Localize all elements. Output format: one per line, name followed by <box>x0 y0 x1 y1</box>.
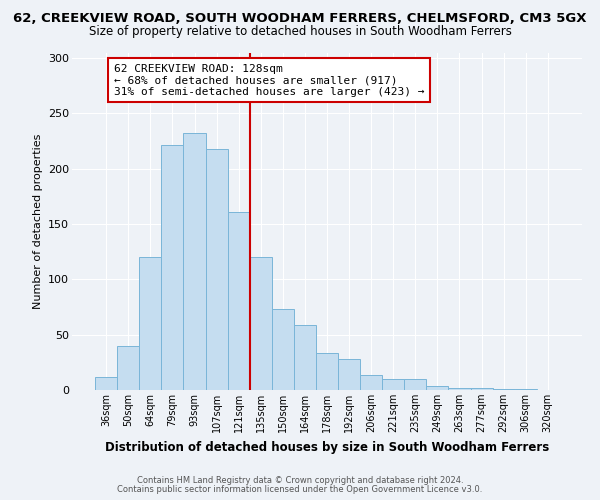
Bar <box>515 389 537 390</box>
Bar <box>117 346 139 390</box>
X-axis label: Distribution of detached houses by size in South Woodham Ferrers: Distribution of detached houses by size … <box>105 440 549 454</box>
Text: Size of property relative to detached houses in South Woodham Ferrers: Size of property relative to detached ho… <box>89 25 511 38</box>
Bar <box>294 324 316 390</box>
Bar <box>448 388 470 390</box>
Bar <box>470 388 493 390</box>
Bar <box>404 379 427 390</box>
Bar <box>139 257 161 390</box>
Bar <box>161 146 184 390</box>
Bar <box>95 376 117 390</box>
Bar <box>206 149 227 390</box>
Text: 62 CREEKVIEW ROAD: 128sqm
← 68% of detached houses are smaller (917)
31% of semi: 62 CREEKVIEW ROAD: 128sqm ← 68% of detac… <box>114 64 424 97</box>
Bar <box>427 386 448 390</box>
Text: Contains public sector information licensed under the Open Government Licence v3: Contains public sector information licen… <box>118 485 482 494</box>
Bar <box>338 359 360 390</box>
Bar <box>360 374 382 390</box>
Bar <box>272 309 294 390</box>
Text: Contains HM Land Registry data © Crown copyright and database right 2024.: Contains HM Land Registry data © Crown c… <box>137 476 463 485</box>
Bar <box>382 379 404 390</box>
Bar <box>316 354 338 390</box>
Text: 62, CREEKVIEW ROAD, SOUTH WOODHAM FERRERS, CHELMSFORD, CM3 5GX: 62, CREEKVIEW ROAD, SOUTH WOODHAM FERRER… <box>13 12 587 26</box>
Bar <box>227 212 250 390</box>
Bar <box>184 134 206 390</box>
Bar <box>493 389 515 390</box>
Y-axis label: Number of detached properties: Number of detached properties <box>32 134 43 309</box>
Bar <box>250 257 272 390</box>
